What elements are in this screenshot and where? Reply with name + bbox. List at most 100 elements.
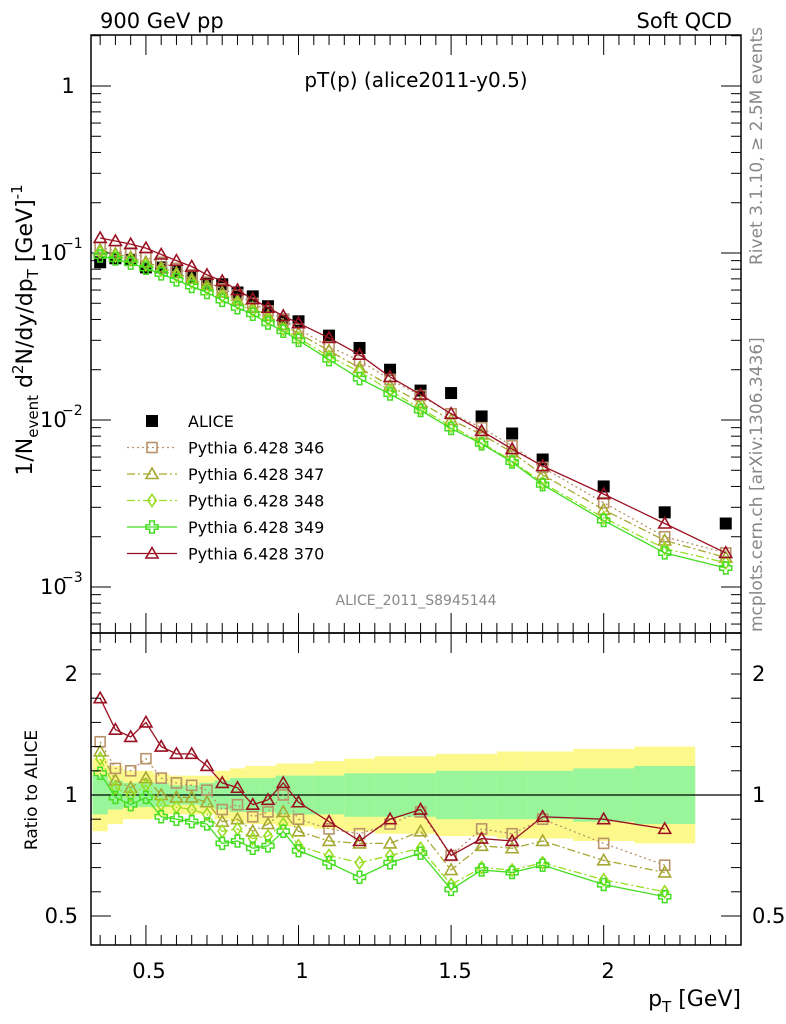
data-point (138, 254, 154, 268)
data-point (475, 410, 488, 423)
ratio-series (92, 690, 673, 904)
ratio-point (200, 817, 214, 831)
data-point (505, 455, 519, 469)
series-line (100, 237, 727, 554)
ratio-point (231, 798, 244, 811)
ratio-point (184, 814, 199, 829)
ratio-point (214, 775, 230, 789)
data-point (138, 240, 154, 254)
ratio-point (246, 810, 259, 823)
data-point (657, 546, 672, 560)
ratio-point (124, 764, 137, 777)
ratio-point (474, 838, 489, 852)
data-point (535, 458, 551, 472)
svg-text:10: 10 (40, 575, 67, 599)
data-point (321, 330, 337, 344)
legend-marker (144, 466, 160, 480)
data-point (720, 555, 731, 570)
ratio-point (384, 848, 396, 863)
data-point (413, 403, 428, 418)
data-point (139, 261, 153, 276)
data-point (199, 267, 215, 281)
data-point (596, 513, 611, 528)
legend-label: ALICE (188, 412, 234, 431)
chart-title: pT(p) (alice2011-y0.5) (304, 68, 527, 92)
ratio-point (657, 864, 673, 878)
ratio-point (140, 752, 152, 765)
data-point (718, 561, 733, 575)
data-point (153, 259, 169, 273)
legend-item: Pythia 6.428 347 (127, 465, 324, 484)
ratio-point (123, 780, 139, 794)
ratio-point (230, 834, 245, 848)
main-series (92, 230, 734, 575)
data-point (92, 230, 108, 244)
data-point (597, 480, 610, 493)
data-point (169, 265, 184, 279)
main-panel: pT(p) (alice2011-y0.5) ALICE_2011_S89451… (8, 34, 742, 634)
ratio-point (215, 836, 229, 851)
data-point (414, 389, 427, 402)
legend-marker (146, 415, 158, 427)
ratio-point (262, 828, 274, 844)
analysis-watermark: ALICE_2011_S8945144 (336, 593, 497, 609)
ratio-point (138, 770, 154, 784)
ratio-point (277, 789, 290, 801)
ratio-point (108, 772, 123, 786)
main-frame (90, 34, 742, 634)
data-point (200, 285, 214, 300)
legend-label: Pythia 6.428 346 (188, 439, 324, 458)
ratio-point (354, 855, 365, 871)
ratio-point (123, 797, 138, 812)
data-point (382, 369, 398, 383)
legend-marker (146, 493, 158, 508)
legend-item: ALICE (146, 412, 234, 431)
data-point (354, 364, 365, 379)
ratio-point (110, 780, 121, 796)
ratio-point (323, 848, 335, 863)
data-point (154, 267, 168, 281)
data-point (383, 387, 397, 401)
xtick-label-0.5: 0.5 (132, 959, 165, 983)
svg-text:−3: −3 (62, 570, 83, 586)
ratio-point (260, 792, 276, 806)
data-point (184, 258, 200, 272)
data-point (230, 292, 245, 306)
data-point (169, 253, 184, 266)
data-point (596, 486, 612, 500)
data-point (230, 301, 245, 315)
ratio-point (321, 814, 337, 827)
ratio-point (415, 840, 426, 856)
svg-text:1/Nevent d2N/dy/dpT [GeV]-1: 1/Nevent d2N/dy/dpT [GeV]-1 (8, 184, 42, 475)
ratio-point (291, 823, 306, 837)
ratio-point (275, 804, 291, 818)
ratio-point (199, 794, 215, 808)
main-ylabel: 1/Nevent d2N/dy/dpT [GeV]-1 (8, 184, 42, 475)
ratio-point (443, 862, 459, 876)
xlabel: pT [GeV] (648, 987, 741, 1016)
data-point (352, 371, 367, 386)
mcplots-label: mcplots.cern.ch [arXiv:1306.3436] (747, 337, 767, 632)
data-point (261, 316, 275, 330)
data-point (108, 233, 123, 247)
legend-item: Pythia 6.428 348 (127, 492, 324, 511)
ratio-point (506, 827, 518, 840)
data-point (657, 515, 673, 529)
data-point (291, 315, 306, 329)
legend-marker (145, 520, 159, 534)
ratio-point (413, 801, 428, 815)
ratio-point (535, 809, 551, 823)
svg-text:10: 10 (40, 408, 67, 432)
ratio-ytick-2-right: 2 (752, 662, 765, 686)
ratio-point (382, 811, 398, 825)
data-point (322, 352, 336, 367)
data-point (214, 273, 230, 287)
ratio-point (169, 746, 184, 760)
data-point (245, 300, 261, 314)
data-point (93, 249, 107, 263)
data-point (658, 506, 671, 519)
data-point (291, 325, 306, 339)
data-point (184, 279, 199, 294)
data-point (504, 441, 520, 455)
